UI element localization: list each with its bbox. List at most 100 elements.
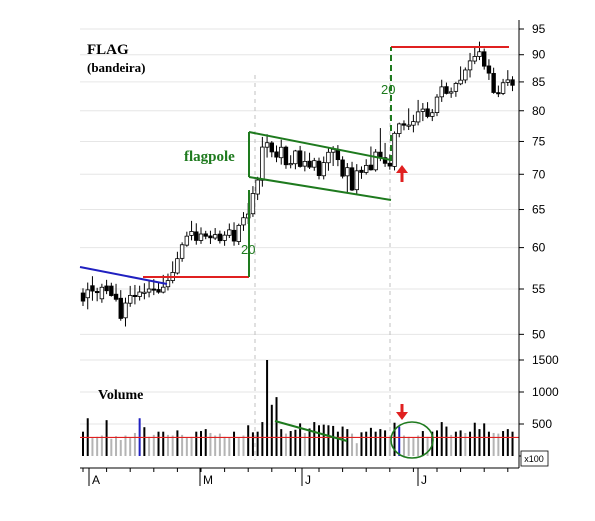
- volume-bar: [143, 427, 146, 456]
- volume-bar: [209, 432, 212, 456]
- candle: [208, 230, 213, 244]
- volume-bar: [171, 435, 174, 456]
- volume-bar: [374, 431, 377, 456]
- price-tick-label: 70: [532, 167, 546, 181]
- volume-bars: [82, 360, 514, 456]
- candle-body: [392, 132, 397, 167]
- volume-bar: [129, 438, 132, 456]
- candle-body: [415, 111, 421, 123]
- flagpole-label: flagpole: [184, 149, 235, 165]
- candle: [345, 163, 350, 193]
- candle-body: [463, 69, 468, 81]
- candle: [127, 285, 133, 307]
- volume-bar: [218, 433, 221, 456]
- candle-body: [481, 51, 487, 67]
- candle-body: [510, 79, 515, 86]
- candle-body: [127, 295, 133, 304]
- candle: [316, 157, 322, 180]
- candle-body: [250, 193, 256, 215]
- volume-bar: [237, 437, 240, 456]
- candle-body: [109, 285, 114, 296]
- volume-bar: [308, 428, 311, 456]
- candle-body: [212, 234, 218, 239]
- candlesticks: [80, 41, 515, 327]
- candle-body: [430, 112, 435, 117]
- candle: [373, 149, 378, 172]
- candle: [500, 78, 506, 96]
- pole-height-label-1: 20: [241, 242, 255, 257]
- candle: [467, 52, 473, 78]
- candle: [411, 114, 416, 133]
- candle-body: [477, 51, 482, 57]
- candle: [401, 120, 407, 131]
- chart-title: FLAG: [87, 42, 129, 58]
- volume-bar: [469, 431, 472, 456]
- volume-bar: [388, 436, 391, 456]
- candle-body: [444, 86, 449, 94]
- volume-bar: [379, 429, 382, 456]
- candle-body: [99, 286, 105, 300]
- volume-bar: [280, 429, 283, 456]
- candle: [85, 282, 90, 310]
- volume-bar: [450, 434, 453, 456]
- candle-body: [283, 146, 289, 166]
- candle-body: [151, 288, 156, 291]
- volume-bar: [303, 432, 306, 456]
- candle-body: [189, 231, 194, 236]
- candle-body: [401, 123, 407, 126]
- candle: [241, 212, 246, 231]
- volume-bar: [223, 436, 226, 456]
- candle: [222, 231, 227, 246]
- volume-bar: [336, 431, 339, 456]
- candle-body: [241, 217, 246, 226]
- volume-bar: [256, 431, 259, 456]
- volume-bar: [322, 424, 325, 456]
- downtrend-line: [79, 266, 168, 285]
- candle-body: [345, 167, 350, 177]
- volume-bar: [100, 435, 103, 456]
- candle: [496, 85, 501, 98]
- volume-bar: [426, 436, 429, 456]
- volume-unit-box: [520, 450, 549, 467]
- volume-bar: [261, 422, 264, 456]
- candle: [203, 230, 208, 240]
- price-axis-ticks: 50 55 60 65 70 75 80 85 90 95: [519, 22, 546, 341]
- candle: [288, 155, 293, 169]
- volume-bar: [464, 432, 467, 456]
- candle-body: [349, 167, 355, 191]
- candle-body: [316, 160, 322, 176]
- price-tick-label: 60: [532, 241, 546, 255]
- price-tick-label: 95: [532, 22, 546, 36]
- candle: [198, 227, 204, 244]
- volume-bar: [459, 430, 462, 456]
- volume-label: Volume: [98, 388, 143, 403]
- candle-body: [269, 142, 274, 153]
- volume-bar: [124, 435, 127, 456]
- candle-body: [448, 91, 454, 94]
- candle: [250, 186, 256, 217]
- candle: [363, 159, 369, 175]
- candle: [142, 283, 147, 300]
- candle-body: [231, 229, 237, 242]
- month-tick-label: J: [305, 473, 311, 487]
- candle-body: [387, 162, 392, 167]
- candle-body: [359, 169, 364, 173]
- arrow-up-icon: [396, 165, 408, 182]
- price-tick-label: 80: [532, 104, 546, 118]
- candle: [231, 222, 237, 246]
- candle-body: [264, 142, 270, 148]
- candle: [420, 103, 426, 122]
- candle-body: [217, 233, 223, 242]
- candle-body: [80, 292, 86, 302]
- candle-body: [425, 108, 430, 117]
- candle: [132, 284, 138, 305]
- candle-body: [194, 231, 199, 241]
- volume-bar: [181, 434, 184, 456]
- volume-bar: [365, 431, 368, 456]
- volume-bar: [360, 432, 363, 456]
- candle-body: [227, 229, 232, 236]
- volume-bar: [133, 432, 136, 456]
- candle: [486, 59, 492, 80]
